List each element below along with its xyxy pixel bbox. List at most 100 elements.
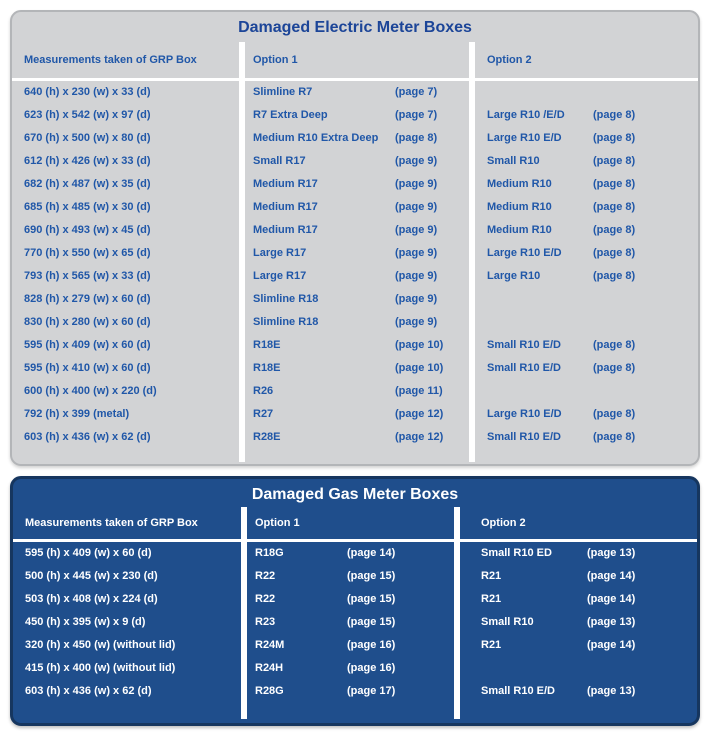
option1-cell: R24M (page 16) xyxy=(247,640,454,651)
table-row: 600 (h) x 400 (w) x 220 (d) R26 (page 11) xyxy=(12,380,698,403)
column-divider xyxy=(239,311,245,334)
table-row: 828 (h) x 279 (w) x 60 (d) Slimline R18 (p… xyxy=(12,288,698,311)
option-name: Small R10 ED xyxy=(481,547,552,559)
page-ref: (page 9) xyxy=(395,270,438,282)
measurement-cell: 770 (h) x 550 (w) x 65 (d) xyxy=(24,247,151,259)
page-ref: (page 13) xyxy=(587,547,636,559)
option1-cell: Medium R10 Extra Deep (page 8) xyxy=(245,133,469,144)
column-divider xyxy=(239,150,245,173)
table-row: 682 (h) x 487 (w) x 35 (d) Medium R17 (pag… xyxy=(12,173,698,196)
page-ref: (page 8) xyxy=(593,339,636,351)
option-name: R24M xyxy=(255,639,285,651)
table-row: 830 (h) x 280 (w) x 60 (d) Slimline R18 (p… xyxy=(12,311,698,334)
page-ref: (page 8) xyxy=(593,408,636,420)
page-ref: (page 17) xyxy=(347,685,396,697)
column-divider xyxy=(241,565,247,588)
column-divider xyxy=(239,42,245,78)
page-ref: (page 8) xyxy=(593,362,636,374)
column-divider xyxy=(469,265,475,288)
column-divider xyxy=(469,219,475,242)
page-ref: (page 9) xyxy=(395,247,438,259)
table-header-row: Measurements taken of GRP Box Option 1 O… xyxy=(13,507,697,539)
option1-cell: Large R17 (page 9) xyxy=(245,248,469,259)
column-divider xyxy=(469,426,475,449)
page-ref: (page 14) xyxy=(587,639,636,651)
option-name: Large R17 xyxy=(253,247,307,259)
option1-cell: Medium R17 (page 9) xyxy=(245,225,469,236)
option2-cell: Large R10 E/D (page 8) xyxy=(475,409,698,420)
column-divider xyxy=(469,81,475,104)
table-row: 500 (h) x 445 (w) x 230 (d) R22 (page 15) R… xyxy=(13,565,697,588)
table-header-row: Measurements taken of GRP Box Option 1 O… xyxy=(12,42,698,78)
option1-cell: R22 (page 15) xyxy=(247,571,454,582)
page-ref: (page 13) xyxy=(587,685,636,697)
table-row: 623 (h) x 542 (w) x 97 (d) R7 Extra Deep (… xyxy=(12,104,698,127)
page-ref: (page 9) xyxy=(395,293,438,305)
column-divider xyxy=(454,680,460,703)
option-name: Slimline R7 xyxy=(253,86,313,98)
option-name: Large R10 E/D xyxy=(487,132,562,144)
option-name: R21 xyxy=(481,639,502,651)
option-name: Medium R10 xyxy=(487,224,552,236)
column-divider xyxy=(239,104,245,127)
option2-cell: Large R10 /E/D (page 8) xyxy=(475,110,698,121)
option-name: R22 xyxy=(255,593,276,605)
column-divider xyxy=(239,403,245,426)
electric-panel: Damaged Electric Meter Boxes Measurement… xyxy=(10,10,700,466)
measurement-cell: 603 (h) x 436 (w) x 62 (d) xyxy=(24,431,151,443)
measurement-cell: 595 (h) x 409 (w) x 60 (d) xyxy=(25,547,152,559)
measurement-cell: 793 (h) x 565 (w) x 33 (d) xyxy=(24,270,151,282)
table-row: 450 (h) x 395 (w) x 9 (d) R23 (page 15) Sma… xyxy=(13,611,697,634)
option-name: R28G xyxy=(255,685,284,697)
option-name: R27 xyxy=(253,408,274,420)
column-divider xyxy=(454,634,460,657)
table-row: 690 (h) x 493 (w) x 45 (d) Medium R17 (pag… xyxy=(12,219,698,242)
page-ref: (page 7) xyxy=(395,109,438,121)
column-divider xyxy=(241,542,247,565)
column-divider xyxy=(469,311,475,334)
option2-cell: R21 (page 14) xyxy=(460,594,697,605)
option-name: R22 xyxy=(255,570,276,582)
table-row: 595 (h) x 409 (w) x 60 (d) R18G (page 14) S… xyxy=(13,542,697,565)
option2-cell: Small R10 E/D (page 8) xyxy=(475,363,698,374)
option2-cell: Large R10 (page 8) xyxy=(475,271,698,282)
option2-cell: Large R10 E/D (page 8) xyxy=(475,248,698,259)
col-header-option2: Option 2 xyxy=(481,516,526,529)
col-header-measurements: Measurements taken of GRP Box xyxy=(25,516,198,529)
option2-cell: Medium R10 (page 8) xyxy=(475,225,698,236)
column-divider xyxy=(469,449,475,462)
header-underline xyxy=(12,78,698,81)
option2-cell: Small R10 ED (page 13) xyxy=(460,548,697,559)
option2-cell: Small R10 E/D (page 8) xyxy=(475,432,698,443)
column-divider xyxy=(239,219,245,242)
measurement-cell: 640 (h) x 230 (w) x 33 (d) xyxy=(24,86,151,98)
table-row: 603 (h) x 436 (w) x 62 (d) R28G (page 17) S… xyxy=(13,680,697,703)
column-divider xyxy=(469,127,475,150)
electric-table-body: 640 (h) x 230 (w) x 33 (d) Slimline R7 (pa… xyxy=(12,81,698,449)
option-name: Medium R10 xyxy=(487,178,552,190)
page-ref: (page 8) xyxy=(593,132,636,144)
page-ref: (page 16) xyxy=(347,639,396,651)
page-ref: (page 9) xyxy=(395,224,438,236)
page-ref: (page 7) xyxy=(395,86,438,98)
column-divider xyxy=(469,357,475,380)
page-ref: (page 9) xyxy=(395,155,438,167)
measurement-cell: 685 (h) x 485 (w) x 30 (d) xyxy=(24,201,151,213)
page-ref: (page 10) xyxy=(395,339,444,351)
table-footer-spacer xyxy=(13,703,697,719)
page-ref: (page 8) xyxy=(593,270,636,282)
measurement-cell: 415 (h) x 400 (w) (without lid) xyxy=(25,662,176,674)
measurement-cell: 612 (h) x 426 (w) x 33 (d) xyxy=(24,155,151,167)
col-header-option1: Option 1 xyxy=(253,53,298,66)
page-ref: (page 8) xyxy=(395,132,438,144)
option1-cell: R18G (page 14) xyxy=(247,548,454,559)
measurement-cell: 670 (h) x 500 (w) x 80 (d) xyxy=(24,132,151,144)
table-row: 415 (h) x 400 (w) (without lid) R24H (page… xyxy=(13,657,697,680)
measurement-cell: 600 (h) x 400 (w) x 220 (d) xyxy=(24,385,157,397)
column-divider xyxy=(454,565,460,588)
column-divider xyxy=(469,288,475,311)
option1-cell: R27 (page 12) xyxy=(245,409,469,420)
option1-cell: Medium R17 (page 9) xyxy=(245,179,469,190)
column-divider xyxy=(469,242,475,265)
option-name: Small R10 xyxy=(481,616,534,628)
